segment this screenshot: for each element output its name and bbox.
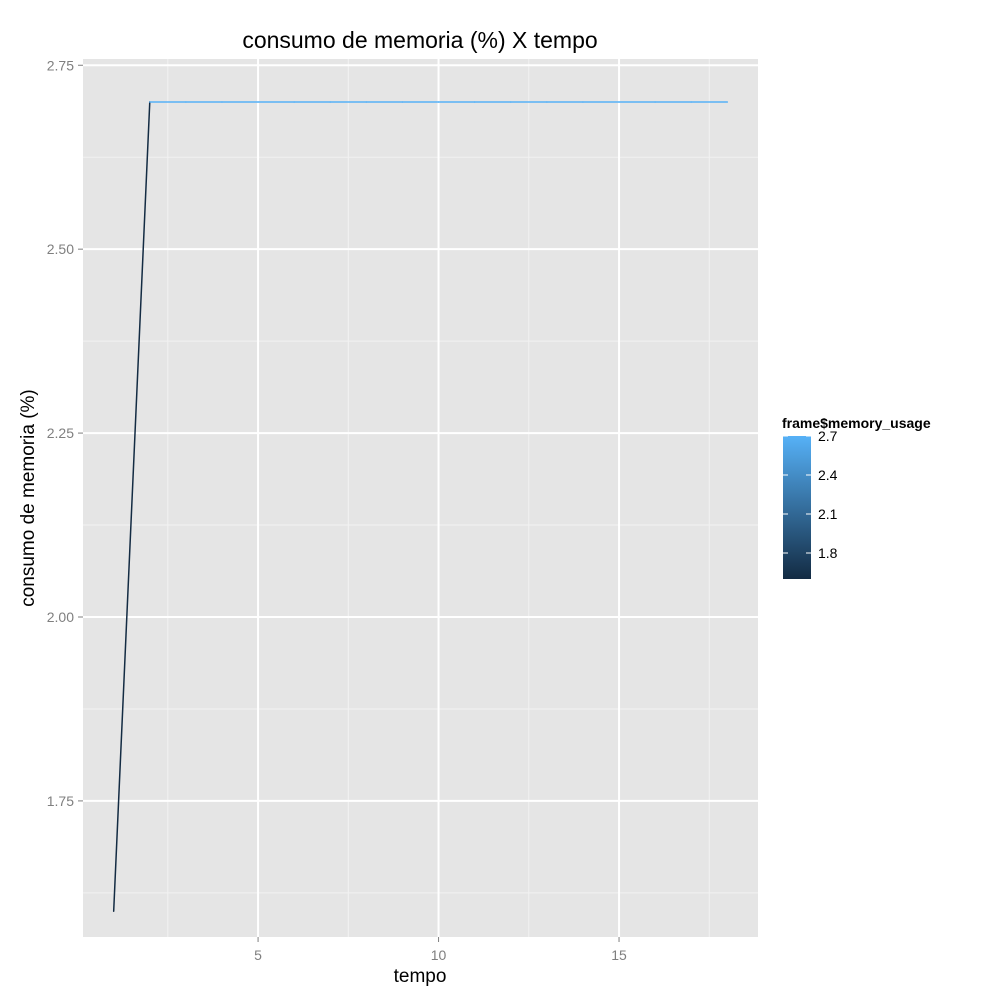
x-tick-label: 15 (611, 947, 627, 963)
colour-legend: frame$memory_usage 1.8 2.1 2.4 2.7 (782, 415, 931, 579)
y-axis: 1.75 2.00 2.25 2.50 2.75 (47, 57, 83, 809)
legend-tick-label: 2.4 (818, 467, 838, 483)
y-tick-label: 2.25 (47, 425, 74, 441)
legend-ticks: 1.8 2.1 2.4 2.7 (783, 428, 838, 561)
series-line-segment (112, 101, 151, 913)
y-tick-label: 2.50 (47, 241, 74, 257)
y-tick-label: 2.75 (47, 57, 74, 73)
legend-tick-label: 2.1 (818, 506, 838, 522)
y-tick-label: 2.00 (47, 609, 74, 625)
major-gridlines (83, 59, 758, 937)
x-axis: 5 10 15 (254, 937, 627, 963)
legend-tick-label: 1.8 (818, 545, 838, 561)
x-tick-label: 5 (254, 947, 262, 963)
y-axis-label: consumo de memoria (%) (18, 389, 39, 607)
x-tick-label: 10 (431, 947, 447, 963)
x-axis-label: tempo (394, 966, 447, 987)
legend-tick-label: 2.7 (818, 428, 838, 444)
plot-panel (83, 59, 758, 937)
legend-colourbar (783, 436, 811, 579)
series-layer (112, 101, 729, 913)
chart-title: consumo de memoria (%) X tempo (242, 27, 597, 53)
minor-gridlines (83, 59, 758, 937)
y-tick-label: 1.75 (47, 793, 74, 809)
legend-title: frame$memory_usage (782, 415, 931, 431)
